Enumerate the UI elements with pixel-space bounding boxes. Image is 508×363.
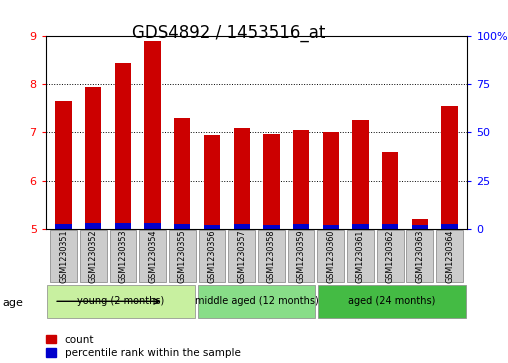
Bar (319, 285, 466, 318)
Bar (110, 230, 136, 282)
Text: GSM1230353: GSM1230353 (118, 229, 128, 283)
Bar (234, 224, 250, 229)
Text: GSM1230360: GSM1230360 (326, 229, 335, 283)
Bar (199, 230, 226, 282)
Bar (85, 223, 102, 229)
Bar (198, 285, 315, 318)
Bar (144, 41, 161, 229)
Bar (323, 132, 339, 229)
Bar (441, 106, 458, 229)
Text: GSM1230354: GSM1230354 (148, 229, 157, 283)
Text: GSM1230351: GSM1230351 (59, 229, 68, 283)
Bar (55, 101, 72, 229)
Bar (441, 224, 458, 229)
Bar (436, 230, 463, 282)
Bar (411, 225, 428, 229)
Text: young (2 months): young (2 months) (77, 296, 165, 306)
Bar (50, 230, 77, 282)
Bar (318, 230, 344, 282)
Text: GSM1230359: GSM1230359 (297, 229, 306, 283)
Bar (411, 219, 428, 229)
Bar (353, 224, 369, 229)
Bar (323, 225, 339, 229)
Bar (293, 130, 309, 229)
Bar (204, 225, 220, 229)
Bar (347, 230, 374, 282)
Bar (85, 87, 102, 229)
Bar (47, 285, 195, 318)
Text: GSM1230362: GSM1230362 (386, 229, 395, 283)
Text: GDS4892 / 1453516_at: GDS4892 / 1453516_at (132, 24, 325, 42)
Text: GSM1230358: GSM1230358 (267, 229, 276, 283)
Bar (115, 223, 131, 229)
Bar (382, 152, 398, 229)
Bar (234, 128, 250, 229)
Text: aged (24 months): aged (24 months) (348, 296, 436, 306)
Text: GSM1230357: GSM1230357 (237, 229, 246, 283)
Bar (288, 230, 314, 282)
Text: GSM1230361: GSM1230361 (356, 229, 365, 283)
Bar (353, 121, 369, 229)
Text: GSM1230355: GSM1230355 (178, 229, 187, 283)
Bar (382, 224, 398, 229)
Bar (258, 230, 285, 282)
Bar (144, 223, 161, 229)
Bar (55, 224, 72, 229)
Bar (263, 134, 279, 229)
Bar (169, 230, 196, 282)
Text: GSM1230356: GSM1230356 (207, 229, 216, 283)
Text: middle aged (12 months): middle aged (12 months) (195, 296, 319, 306)
Bar (139, 230, 166, 282)
Bar (263, 225, 279, 229)
Bar (406, 230, 433, 282)
Text: GSM1230352: GSM1230352 (89, 229, 98, 283)
Bar (174, 118, 190, 229)
Text: GSM1230364: GSM1230364 (445, 229, 454, 283)
Bar (80, 230, 107, 282)
Text: GSM1230363: GSM1230363 (416, 229, 424, 283)
Bar (293, 224, 309, 229)
Bar (377, 230, 403, 282)
Legend: count, percentile rank within the sample: count, percentile rank within the sample (46, 335, 240, 358)
Bar (228, 230, 255, 282)
Text: age: age (3, 298, 23, 308)
Bar (204, 135, 220, 229)
Bar (174, 224, 190, 229)
Bar (115, 63, 131, 229)
